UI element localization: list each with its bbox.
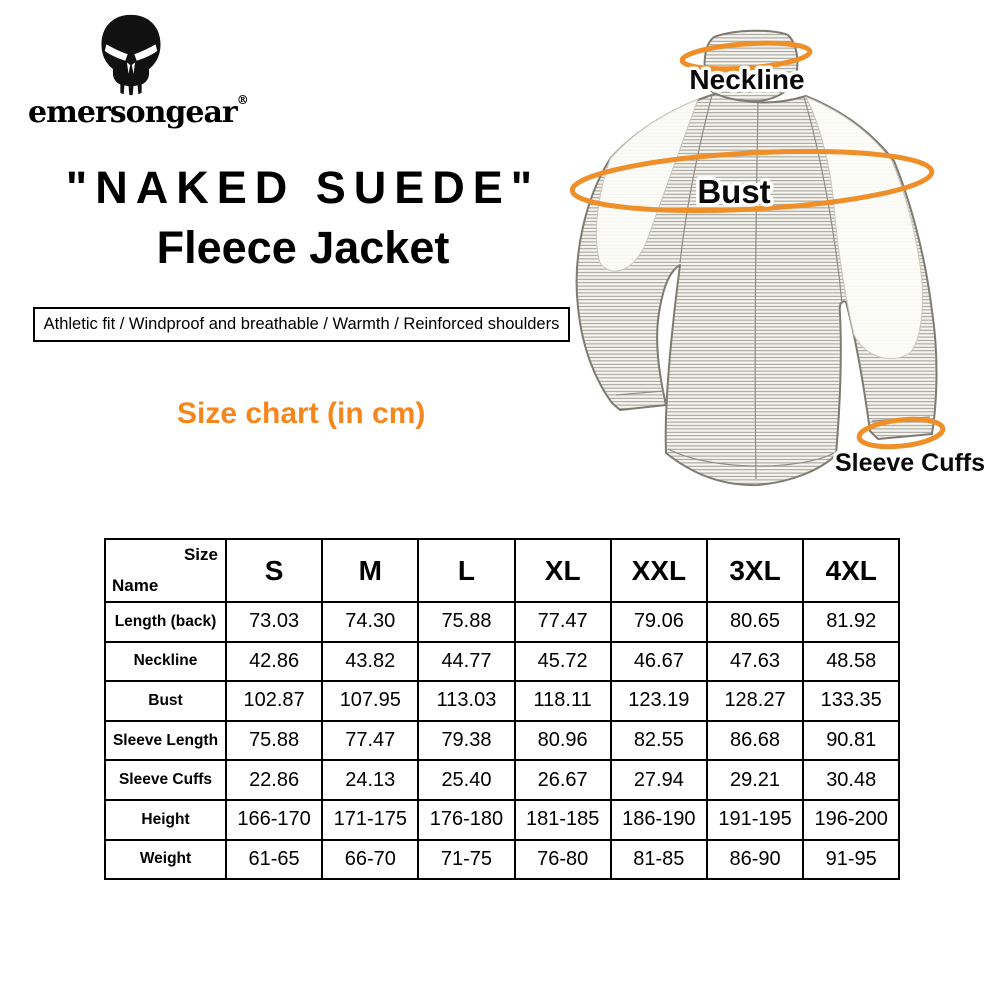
cell-value: 113.03 bbox=[417, 680, 516, 722]
bust-label: Bust bbox=[697, 173, 770, 210]
cell-value: 107.95 bbox=[321, 680, 420, 722]
sleeve-cuffs-label: Sleeve Cuffs bbox=[835, 449, 985, 477]
cell-value: 176-180 bbox=[417, 798, 516, 841]
table-header-row: Size Name S M L XL XXL 3XL 4XL bbox=[104, 538, 901, 603]
cell-value: 29.21 bbox=[705, 759, 805, 801]
cell-value: 45.72 bbox=[513, 640, 612, 683]
cell-value: 118.11 bbox=[513, 680, 612, 722]
row-label: Sleeve Length bbox=[104, 719, 227, 762]
cell-value: 123.19 bbox=[609, 680, 708, 722]
corner-cell: Size Name bbox=[104, 538, 227, 603]
row-label: Sleeve Cuffs bbox=[104, 759, 227, 801]
feature-text: Athletic fit / Windproof and breathable … bbox=[43, 315, 560, 333]
table-row-length-back: Length (back) 73.03 74.30 75.88 77.47 79… bbox=[104, 601, 901, 643]
cell-value: 73.03 bbox=[224, 601, 324, 643]
cell-value: 61-65 bbox=[224, 838, 324, 881]
column-header-4xl: 4XL bbox=[802, 538, 901, 603]
row-label: Bust bbox=[104, 680, 227, 722]
size-chart-heading: Size chart (in cm) bbox=[177, 397, 426, 430]
product-title-line2: Fleece Jacket bbox=[156, 222, 450, 273]
cell-value: 27.94 bbox=[609, 759, 708, 801]
cell-value: 44.77 bbox=[417, 640, 516, 683]
cell-value: 22.86 bbox=[224, 759, 324, 801]
feature-box: Athletic fit / Windproof and breathable … bbox=[33, 307, 570, 342]
cell-value: 46.67 bbox=[609, 640, 708, 683]
cell-value: 81.92 bbox=[802, 601, 901, 643]
row-label: Length (back) bbox=[104, 601, 227, 643]
cell-value: 186-190 bbox=[609, 798, 708, 841]
jacket-back-sketch bbox=[575, 29, 938, 487]
cell-value: 26.67 bbox=[513, 759, 612, 801]
cell-value: 191-195 bbox=[705, 798, 805, 841]
neckline-ellipse bbox=[679, 40, 813, 72]
row-label: Height bbox=[104, 798, 227, 841]
bust-ellipse bbox=[569, 148, 935, 214]
brand-name-text: emersongear bbox=[28, 95, 238, 130]
table-row-sleeve-cuffs: Sleeve Cuffs 22.86 24.13 25.40 26.67 27.… bbox=[104, 759, 901, 801]
cell-value: 128.27 bbox=[705, 680, 805, 722]
column-header-xl: XL bbox=[513, 538, 612, 603]
row-label: Neckline bbox=[104, 640, 227, 683]
cell-value: 80.96 bbox=[513, 719, 612, 762]
product-title: "NAKED SUEDE" Fleece Jacket bbox=[38, 158, 568, 278]
cell-value: 181-185 bbox=[513, 798, 612, 841]
neckline-label: Neckline bbox=[689, 64, 804, 95]
product-title-line1: "NAKED SUEDE" bbox=[65, 162, 541, 213]
column-header-s: S bbox=[224, 538, 324, 603]
cell-value: 74.30 bbox=[321, 601, 420, 643]
column-header-xxl: XXL bbox=[609, 538, 708, 603]
cell-value: 30.48 bbox=[802, 759, 901, 801]
cell-value: 86-90 bbox=[705, 838, 805, 881]
cell-value: 79.38 bbox=[417, 719, 516, 762]
cell-value: 71-75 bbox=[417, 838, 516, 881]
column-header-l: L bbox=[417, 538, 516, 603]
brand-name: emersongear® bbox=[28, 94, 249, 128]
table-row-weight: Weight 61-65 66-70 71-75 76-80 81-85 86-… bbox=[104, 838, 901, 881]
cell-value: 75.88 bbox=[417, 601, 516, 643]
cell-value: 43.82 bbox=[321, 640, 420, 683]
cell-value: 133.35 bbox=[802, 680, 901, 722]
column-header-m: M bbox=[321, 538, 420, 603]
cell-value: 75.88 bbox=[224, 719, 324, 762]
table-row-height: Height 166-170 171-175 176-180 181-185 1… bbox=[104, 798, 901, 841]
cell-value: 42.86 bbox=[224, 640, 324, 683]
cell-value: 24.13 bbox=[321, 759, 420, 801]
cell-value: 80.65 bbox=[705, 601, 805, 643]
cell-value: 171-175 bbox=[321, 798, 420, 841]
registered-mark: ® bbox=[236, 93, 249, 107]
cell-value: 86.68 bbox=[705, 719, 805, 762]
cell-value: 79.06 bbox=[609, 601, 708, 643]
cell-value: 77.47 bbox=[321, 719, 420, 762]
jacket-measurement-diagram: Neckline Bust Sleeve Cuffs bbox=[569, 29, 989, 487]
punisher-skull-icon bbox=[100, 14, 161, 96]
table-row-sleeve-length: Sleeve Length 75.88 77.47 79.38 80.96 82… bbox=[104, 719, 901, 762]
cell-value: 196-200 bbox=[802, 798, 901, 841]
cell-value: 66-70 bbox=[321, 838, 420, 881]
corner-name-label: Name bbox=[112, 576, 159, 595]
cell-value: 82.55 bbox=[609, 719, 708, 762]
cell-value: 90.81 bbox=[802, 719, 901, 762]
table-row-neckline: Neckline 42.86 43.82 44.77 45.72 46.67 4… bbox=[104, 640, 901, 683]
row-label: Weight bbox=[104, 838, 227, 881]
cell-value: 91-95 bbox=[802, 838, 901, 881]
cell-value: 81-85 bbox=[609, 838, 708, 881]
cell-value: 76-80 bbox=[513, 838, 612, 881]
measurement-ellipses bbox=[569, 40, 946, 450]
cell-value: 48.58 bbox=[802, 640, 901, 683]
size-chart-table: Size Name S M L XL XXL 3XL 4XL Length (b… bbox=[104, 538, 901, 881]
cell-value: 102.87 bbox=[224, 680, 324, 722]
corner-size-label: Size bbox=[183, 545, 218, 564]
cell-value: 166-170 bbox=[224, 798, 324, 841]
cell-value: 77.47 bbox=[513, 601, 612, 643]
sleeve-cuff-ellipse bbox=[856, 416, 946, 450]
table-row-bust: Bust 102.87 107.95 113.03 118.11 123.19 … bbox=[104, 680, 901, 722]
cell-value: 47.63 bbox=[705, 640, 805, 683]
brand-logo-block: emersongear® bbox=[28, 14, 249, 128]
column-header-3xl: 3XL bbox=[705, 538, 805, 603]
cell-value: 25.40 bbox=[417, 759, 516, 801]
